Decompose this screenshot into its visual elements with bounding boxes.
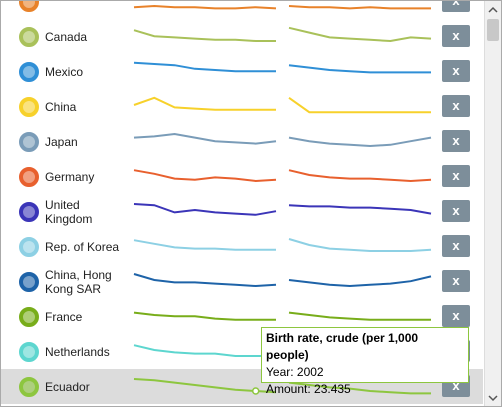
country-name: United Kingdom [45, 197, 93, 226]
country-name: Rep. of Korea [45, 239, 120, 254]
row: Canada x [1, 19, 483, 54]
sparkline [133, 4, 277, 10]
color-dot [19, 62, 39, 82]
row: China x [1, 89, 483, 124]
country-name: China [45, 99, 77, 114]
sparkline [288, 204, 432, 215]
sparkline [288, 381, 431, 395]
remove-button[interactable]: x [442, 60, 470, 82]
sparklines [133, 4, 431, 10]
color-dot [19, 27, 39, 47]
sparklines [133, 132, 432, 148]
remove-button[interactable]: x [442, 270, 470, 292]
sparkline [288, 64, 431, 74]
row: United Kingdom x [1, 194, 483, 229]
row: China, Hong Kong SAR x [1, 264, 483, 299]
scroll-down[interactable] [487, 391, 499, 403]
country-name: France [45, 309, 83, 324]
color-dot [19, 307, 39, 327]
sparklines [133, 273, 432, 288]
sparkline [288, 136, 432, 148]
sparkline [288, 26, 432, 43]
country-name: Mexico [45, 64, 84, 79]
row: x [1, 1, 483, 19]
sparkline [133, 96, 276, 111]
color-dot [19, 272, 39, 292]
remove-button[interactable]: x [442, 95, 470, 117]
country-name: Germany [45, 169, 95, 184]
hover-point [251, 387, 260, 395]
remove-button[interactable]: x [442, 1, 470, 12]
color-dot [19, 237, 39, 257]
country-name: Japan [45, 134, 78, 149]
sparklines [133, 61, 431, 74]
sparkline [133, 29, 276, 42]
sparklines [133, 203, 432, 216]
country-name: Netherlands [45, 344, 110, 359]
sparklines [133, 96, 431, 114]
tooltip-amount: Amount: 23.435 [266, 382, 351, 396]
remove-button[interactable]: x [442, 165, 470, 187]
color-dot [19, 202, 39, 222]
remove-button[interactable]: x [442, 130, 470, 152]
row: France x [1, 299, 483, 334]
color-dot [19, 132, 39, 152]
sparkline [133, 203, 277, 216]
sparkline [133, 132, 277, 145]
remove-button[interactable]: x [442, 25, 470, 47]
row: Mexico x [1, 54, 483, 89]
tooltip: Birth rate, crude (per 1,000 people) Yea… [261, 327, 469, 396]
color-dot [19, 342, 39, 362]
scrollbar[interactable] [484, 1, 501, 406]
sparkline [133, 61, 276, 73]
remove-button[interactable]: x [442, 235, 470, 257]
color-dot [19, 377, 39, 397]
country-name: Canada [45, 29, 88, 44]
remove-button[interactable]: x [442, 305, 470, 327]
tooltip-title: Birth rate, crude (per 1,000 people) [266, 331, 419, 362]
sparkline [133, 311, 276, 321]
row: Germany x [1, 159, 483, 194]
sparkline [288, 169, 432, 183]
country-name: China, Hong Kong SAR [45, 267, 112, 296]
remove-button[interactable]: x [442, 200, 470, 222]
row: Rep. of Korea x [1, 229, 483, 264]
sparklines [133, 311, 431, 321]
sparklines [133, 26, 432, 43]
color-dot [19, 167, 39, 187]
sparkline [288, 96, 431, 114]
country-name: Ecuador [45, 379, 90, 394]
sparklines [133, 378, 431, 395]
sparkline [133, 239, 276, 251]
scroll-up[interactable] [487, 3, 499, 15]
tooltip-year: Year: 2002 [266, 365, 324, 379]
sparkline [288, 275, 432, 288]
sparklines [133, 169, 432, 183]
sparkline [133, 169, 277, 183]
sparklines [133, 238, 432, 252]
sparkline [133, 344, 276, 357]
sparkline [133, 273, 277, 288]
sparkline [288, 5, 431, 10]
color-dot [19, 1, 39, 12]
sparkline [288, 311, 431, 321]
row: Japan x [1, 124, 483, 159]
color-dot [19, 97, 39, 117]
scroll-thumb[interactable] [487, 19, 499, 41]
sparkline [288, 238, 432, 252]
